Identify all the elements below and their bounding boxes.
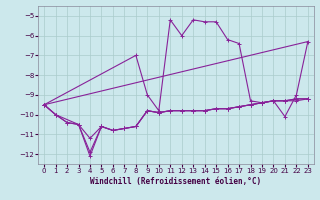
X-axis label: Windchill (Refroidissement éolien,°C): Windchill (Refroidissement éolien,°C)	[91, 177, 261, 186]
